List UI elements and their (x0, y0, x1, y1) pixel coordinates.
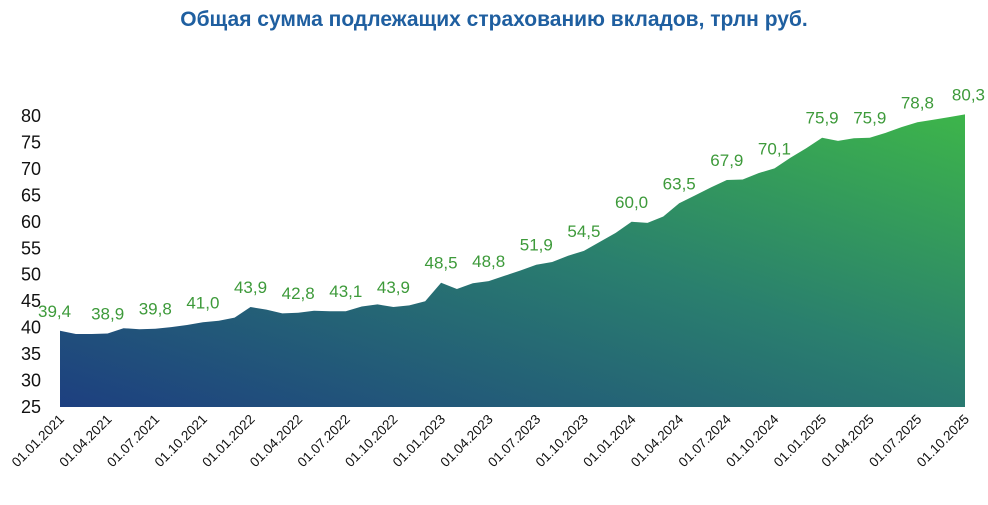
data-label: 75,9 (806, 109, 839, 128)
y-tick-label: 55 (21, 238, 41, 258)
series-area (60, 114, 965, 408)
x-axis: 01.01.202101.04.202101.07.202101.10.2021… (9, 411, 972, 470)
y-tick-label: 70 (21, 159, 41, 179)
data-label: 54,5 (567, 222, 600, 241)
y-tick-label: 80 (21, 106, 41, 126)
y-tick-label: 50 (21, 265, 41, 285)
y-tick-label: 45 (21, 291, 41, 311)
chart-title: Общая сумма подлежащих страхованию вклад… (180, 8, 808, 31)
data-label: 78,8 (901, 93, 934, 112)
data-label: 48,8 (472, 252, 505, 271)
data-label: 42,8 (282, 284, 315, 303)
data-label: 51,9 (520, 236, 553, 255)
data-label: 70,1 (758, 139, 791, 158)
data-label: 60,0 (615, 193, 648, 212)
data-label: 67,9 (710, 151, 743, 170)
y-axis: 25 30 35 40 45 50 55 60 65 70 75 80 (21, 106, 41, 417)
y-tick-label: 25 (21, 397, 41, 417)
area-layer (60, 114, 965, 408)
y-tick-label: 35 (21, 344, 41, 364)
data-label: 39,4 (38, 302, 71, 321)
y-tick-label: 30 (21, 371, 41, 391)
data-label: 80,3 (952, 85, 985, 104)
y-tick-label: 40 (21, 318, 41, 338)
data-label: 39,8 (139, 300, 172, 319)
y-tick-label: 60 (21, 212, 41, 232)
data-label: 43,9 (377, 278, 410, 297)
y-tick-label: 65 (21, 185, 41, 205)
data-label: 48,5 (425, 254, 458, 273)
y-tick-label: 75 (21, 132, 41, 152)
data-label: 41,0 (186, 293, 219, 312)
data-label: 75,9 (853, 109, 886, 128)
data-label: 43,1 (329, 282, 362, 301)
data-label: 38,9 (91, 304, 124, 323)
data-label: 43,9 (234, 278, 267, 297)
data-labels: 39,4 38,9 39,8 41,0 43,9 42,8 43,1 43,9 48,5 48,8… (38, 85, 985, 323)
data-label: 63,5 (663, 174, 696, 193)
